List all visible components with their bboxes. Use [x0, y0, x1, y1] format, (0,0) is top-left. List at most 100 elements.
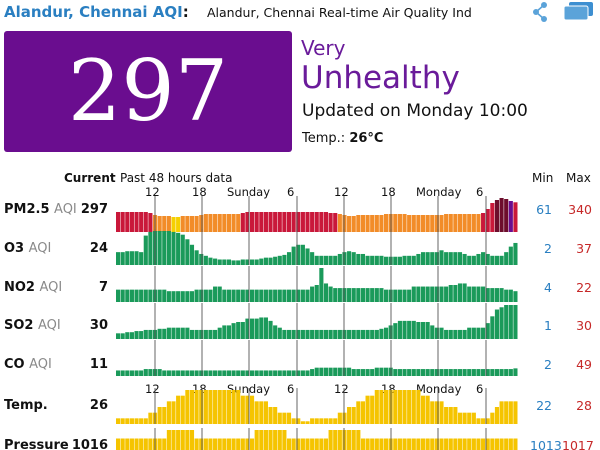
chart-bar [365, 288, 370, 302]
chart-bar [116, 418, 121, 424]
time-tick-label: 12 [334, 382, 349, 396]
chart-bar [365, 215, 370, 232]
chart-bar [157, 328, 162, 339]
chart-bar [171, 430, 176, 450]
chart-bar [148, 231, 153, 265]
chart-bar [245, 318, 250, 339]
chart-bar [499, 255, 504, 265]
chart-bar [305, 438, 310, 450]
chart-bar [342, 329, 347, 339]
chart-bar [402, 390, 407, 424]
chart-bar [453, 438, 458, 450]
chart-bar [379, 255, 384, 265]
chart-bar [337, 288, 342, 302]
chart-bar [379, 288, 384, 302]
row-name: Pressure [4, 438, 69, 450]
chart-bar [393, 214, 398, 232]
chart-bar [370, 255, 375, 265]
chart-bar [457, 329, 463, 339]
time-tick-label: 18 [192, 185, 207, 199]
chart-bar [388, 438, 393, 450]
chart-bar [203, 370, 208, 376]
chart-bar [199, 329, 204, 339]
chart-bar [129, 370, 134, 376]
chart-bar [259, 430, 264, 450]
chart-bar [189, 329, 195, 339]
chart-bar [365, 255, 370, 265]
chart-bar [143, 418, 148, 424]
chart-bar [152, 438, 158, 450]
chart-bar [356, 369, 361, 376]
chart-bar [434, 286, 439, 302]
chart-bar [310, 286, 315, 302]
chart-bar [171, 231, 176, 265]
share-icon[interactable] [532, 1, 550, 23]
chart-bar [342, 288, 347, 302]
chart-bar [504, 252, 509, 265]
chart-bar [139, 252, 144, 265]
chart-bar [360, 215, 366, 232]
chart-bar [462, 438, 467, 450]
chart-bar [259, 212, 264, 232]
chart-bar [194, 438, 199, 450]
chart-bar [434, 252, 439, 265]
chart-bar [434, 215, 439, 232]
chart-bar [420, 215, 426, 232]
chart-bar [148, 289, 153, 302]
chart-bar [222, 325, 227, 339]
chart-bar [328, 367, 333, 376]
chart-bar [185, 327, 190, 339]
chart-bar [254, 401, 259, 424]
chart-bar [384, 367, 389, 376]
column-header-min: Min [532, 171, 554, 185]
chart-bar [462, 329, 467, 339]
chart-bar [277, 212, 282, 232]
chart-bar [116, 252, 121, 265]
chart-bar [499, 438, 504, 450]
row-label: Temp. [4, 398, 48, 413]
chart-bar [430, 215, 435, 232]
chart-bar [310, 418, 315, 424]
chart-bar [162, 407, 167, 424]
chart-bar [411, 438, 416, 450]
window-icon[interactable] [563, 1, 595, 21]
chart-bar [462, 369, 467, 376]
chart-bar [213, 329, 218, 339]
chart-bar [185, 390, 190, 424]
row-min-value: 2 [544, 357, 552, 372]
chart-bar [379, 215, 384, 232]
chart-bar [513, 242, 518, 265]
chart-bar [277, 370, 282, 376]
chart-bar [194, 216, 199, 232]
chart-bar [407, 289, 412, 302]
chart-bar [499, 307, 504, 339]
chart-bar [180, 216, 185, 232]
chart-bar [384, 327, 389, 339]
chart-bar [485, 288, 490, 302]
chart-bar [397, 256, 402, 265]
column-header-current: Current [64, 171, 116, 185]
chart-bar [254, 318, 259, 339]
chart-bar [291, 329, 296, 339]
chart-bar [166, 231, 171, 265]
chart-bar [120, 418, 125, 424]
time-tick-label: 6 [287, 382, 295, 396]
chart-bar [166, 216, 171, 232]
chart-bar [439, 401, 444, 424]
chart-bar [411, 286, 416, 302]
chart-bar [291, 289, 296, 302]
chart-bar [171, 370, 176, 376]
page-title[interactable]: Alandur, Chennai AQI: [4, 3, 189, 21]
chart-bar [134, 370, 139, 376]
chart-bar [337, 329, 342, 339]
chart-bar [508, 438, 513, 450]
chart-bar [125, 370, 130, 376]
chart-bar [365, 369, 370, 376]
chart-bar [384, 256, 389, 265]
chart-bar [457, 369, 463, 376]
chart-bar [208, 289, 213, 302]
chart-bar [319, 367, 324, 376]
chart-bar [485, 369, 490, 376]
chart-bar [499, 369, 504, 376]
time-tick-label: 12 [145, 185, 160, 199]
